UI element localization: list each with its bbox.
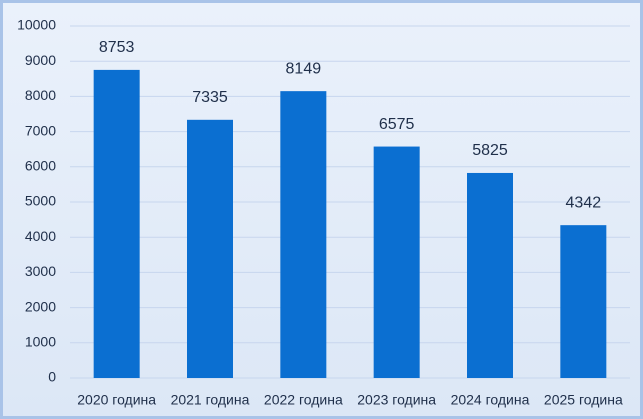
y-tick-label: 4000: [25, 228, 56, 244]
y-tick-label: 3000: [25, 263, 56, 279]
x-tick-label: 2025 година: [544, 392, 623, 408]
y-tick-label: 5000: [25, 193, 56, 209]
y-tick-label: 10000: [17, 17, 56, 33]
bar: [560, 225, 607, 378]
data-label: 5825: [472, 142, 508, 159]
x-tick-label: 2021 година: [171, 392, 250, 408]
x-tick-label: 2023 година: [357, 392, 436, 408]
y-tick-label: 2000: [25, 298, 56, 314]
y-tick-label: 6000: [25, 158, 56, 174]
y-tick-label: 0: [48, 369, 56, 385]
y-tick-label: 8000: [25, 87, 56, 103]
data-label: 4342: [566, 194, 602, 211]
x-tick-label: 2020 година: [77, 392, 156, 408]
x-tick-label: 2022 година: [264, 392, 343, 408]
x-tick-label: 2024 година: [451, 392, 530, 408]
bar: [93, 69, 140, 378]
y-tick-label: 9000: [25, 52, 56, 68]
data-label: 8149: [286, 60, 322, 77]
data-label: 7335: [192, 89, 228, 106]
y-tick-label: 1000: [25, 334, 56, 350]
data-label: 8753: [99, 39, 135, 56]
y-tick-label: 7000: [25, 122, 56, 138]
bar: [280, 91, 327, 378]
bar: [373, 146, 420, 378]
bar: [467, 172, 513, 378]
bar: [187, 119, 233, 379]
data-label: 6575: [379, 116, 415, 133]
